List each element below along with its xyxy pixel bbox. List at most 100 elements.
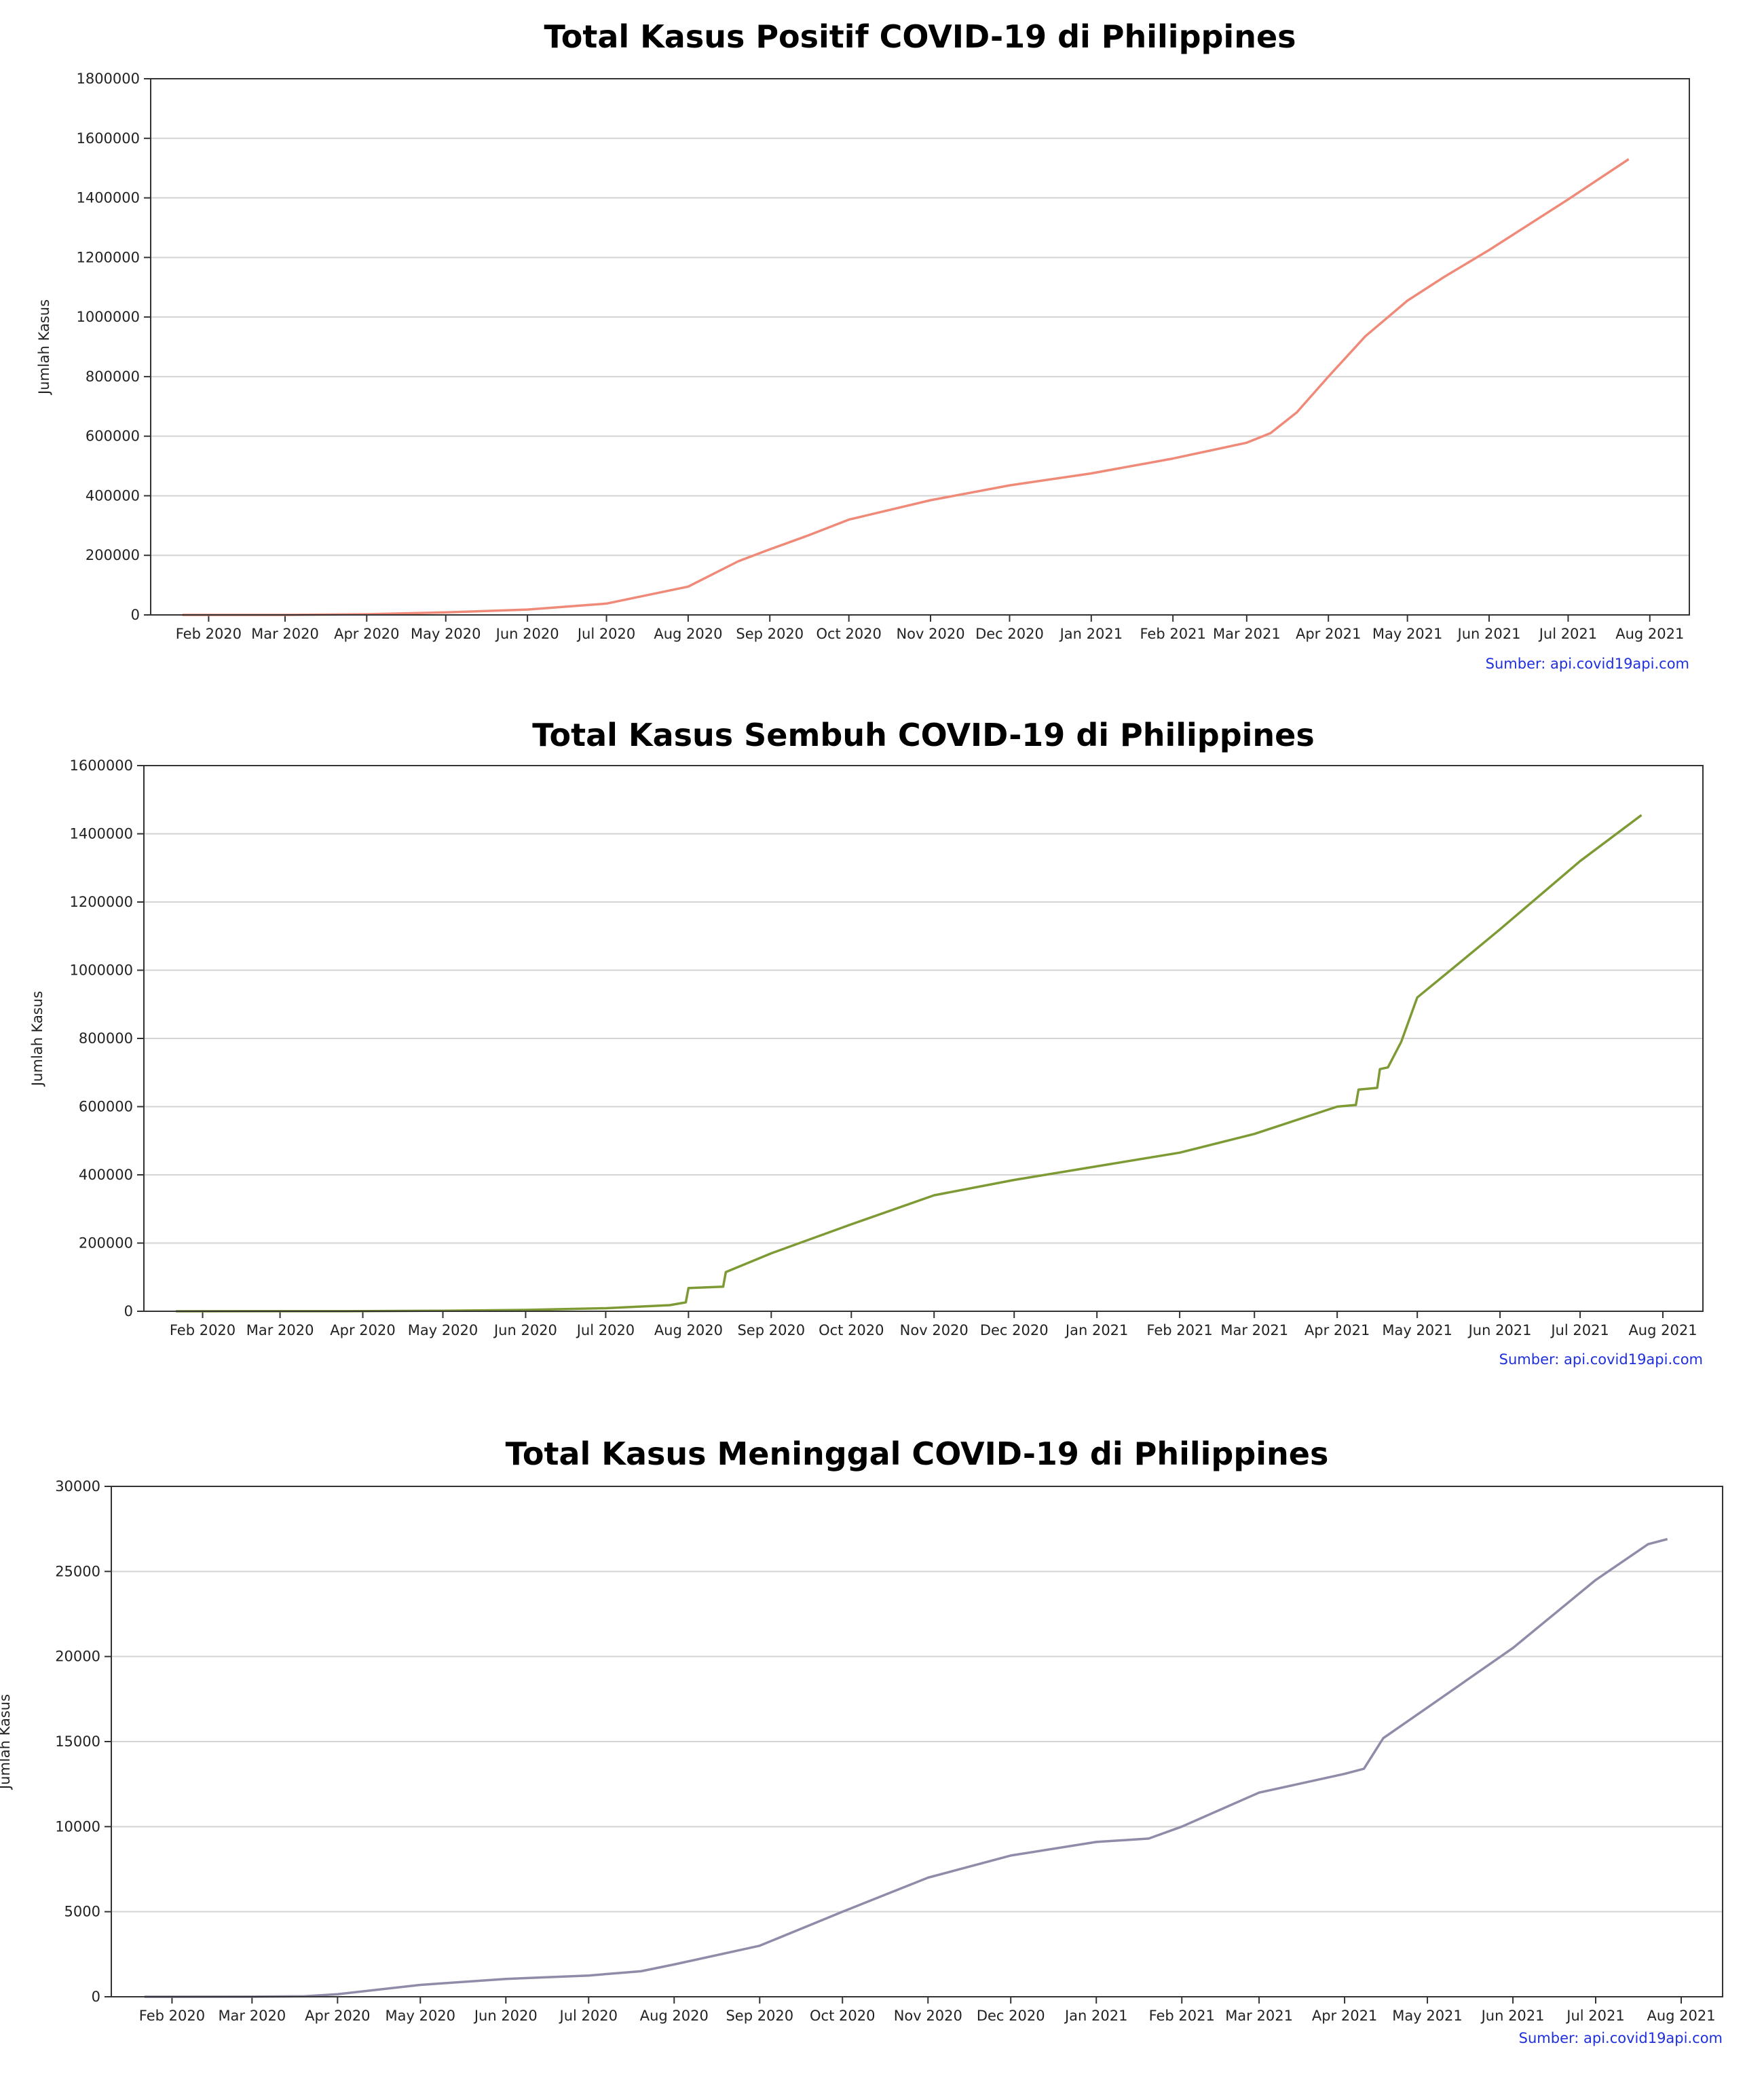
recovered-data-point xyxy=(1336,1106,1338,1108)
positive-x-tick-label: Jun 2020 xyxy=(495,626,559,642)
recovered-data-point xyxy=(1416,996,1419,999)
positive-data-point xyxy=(1443,276,1446,278)
recovered-plot-frame xyxy=(143,765,1704,1312)
recovered-data-point xyxy=(687,1287,690,1290)
positive-data-point xyxy=(1406,299,1409,302)
deaths-data-point xyxy=(1647,1543,1649,1545)
recovered-x-tick-label: May 2021 xyxy=(1382,1322,1452,1338)
positive-y-tick-label: 1200000 xyxy=(76,249,140,265)
recovered-data-point xyxy=(1387,1066,1389,1069)
chart-positive-svg: Total Kasus Positif COVID-19 di Philippi… xyxy=(36,18,1690,672)
positive-data-point xyxy=(1566,198,1569,201)
positive-x-tick-label: Aug 2021 xyxy=(1615,626,1684,642)
chart-deaths: Total Kasus Meninggal COVID-19 di Philip… xyxy=(0,1378,1764,2085)
deaths-data-point xyxy=(1382,1737,1385,1740)
recovered-data-point xyxy=(770,1252,772,1255)
recovered-data-point xyxy=(1253,1133,1256,1135)
recovered-y-tick-label: 800000 xyxy=(79,1030,133,1047)
recovered-x-tick-label: Jun 2020 xyxy=(493,1322,557,1338)
recovered-y-tick-label: 0 xyxy=(124,1303,133,1319)
recovered-y-tick-label: 1200000 xyxy=(69,894,133,910)
positive-x-tick-label: Feb 2020 xyxy=(176,626,242,642)
chart-positive: Total Kasus Positif COVID-19 di Philippi… xyxy=(0,0,1764,685)
positive-data-point xyxy=(1171,457,1174,460)
positive-x-tick-label: Feb 2021 xyxy=(1140,626,1206,642)
positive-data-point xyxy=(445,611,447,614)
deaths-data-point xyxy=(1666,1538,1669,1541)
positive-data-point xyxy=(1008,484,1011,487)
deaths-x-tick-label: May 2021 xyxy=(1392,2008,1463,2024)
deaths-data-point xyxy=(336,1993,339,1995)
recovered-data-point xyxy=(1640,814,1643,816)
recovered-x-tick-label: Aug 2020 xyxy=(654,1322,723,1338)
recovered-data-point xyxy=(1357,1088,1360,1091)
positive-y-tick-label: 600000 xyxy=(86,428,140,445)
recovered-x-tick-label: May 2020 xyxy=(408,1322,478,1338)
recovered-data-point xyxy=(1355,1104,1357,1106)
positive-data-point xyxy=(848,519,850,521)
positive-data-point xyxy=(737,560,740,563)
positive-x-tick-label: May 2020 xyxy=(411,626,481,642)
deaths-data-point xyxy=(926,1877,929,1879)
recovered-y-tick-label: 1400000 xyxy=(69,826,133,842)
recovered-data-point xyxy=(669,1304,671,1307)
recovered-data-point xyxy=(1178,1151,1181,1154)
recovered-data-point xyxy=(1499,928,1501,931)
recovered-data-point xyxy=(1378,1068,1381,1070)
deaths-x-tick-label: Sep 2020 xyxy=(726,2008,793,2024)
deaths-x-tick-label: Jan 2021 xyxy=(1064,2008,1128,2024)
chart-deaths-svg: Total Kasus Meninggal COVID-19 di Philip… xyxy=(0,1435,1723,2046)
recovered-data-point xyxy=(604,1307,607,1309)
deaths-data-point xyxy=(1009,1854,1012,1857)
recovered-y-tick-label: 600000 xyxy=(79,1099,133,1115)
deaths-x-tick-label: Aug 2020 xyxy=(640,2008,709,2024)
positive-data-point xyxy=(1090,472,1093,475)
deaths-x-tick-label: Jul 2020 xyxy=(559,2008,618,2024)
positive-data-point xyxy=(1327,375,1330,378)
positive-x-tick-label: Mar 2021 xyxy=(1213,626,1281,642)
deaths-source-note: Sumber: api.covid19api.com xyxy=(1519,2030,1723,2046)
positive-data-point xyxy=(1245,441,1248,444)
deaths-y-tick-label: 5000 xyxy=(64,1904,100,1920)
deaths-x-tick-label: Nov 2020 xyxy=(894,2008,962,2024)
positive-y-tick-label: 400000 xyxy=(86,487,140,504)
positive-data-point xyxy=(929,499,932,502)
recovered-x-tick-label: Feb 2020 xyxy=(170,1322,236,1338)
positive-chart-title: Total Kasus Positif COVID-19 di Philippi… xyxy=(544,18,1296,55)
recovered-y-tick-label: 1000000 xyxy=(69,962,133,979)
positive-x-tick-label: Dec 2020 xyxy=(975,626,1044,642)
recovered-data-point xyxy=(933,1194,935,1197)
positive-source-note: Sumber: api.covid19api.com xyxy=(1486,656,1689,672)
deaths-data-point xyxy=(1512,1647,1514,1649)
deaths-data-point xyxy=(1147,1837,1150,1840)
recovered-y-tick-label: 400000 xyxy=(79,1167,133,1183)
positive-data-point xyxy=(526,608,529,611)
positive-data-point xyxy=(1364,335,1367,338)
recovered-chart-title: Total Kasus Sembuh COVID-19 di Philippin… xyxy=(532,717,1315,753)
recovered-data-point xyxy=(1579,860,1581,863)
recovered-x-tick-label: Dec 2020 xyxy=(980,1322,1049,1338)
deaths-data-point xyxy=(1258,1791,1260,1794)
deaths-x-tick-label: Feb 2021 xyxy=(1149,2008,1215,2024)
recovered-y-tick-label: 200000 xyxy=(79,1235,133,1252)
positive-x-tick-label: May 2021 xyxy=(1372,626,1443,642)
deaths-x-tick-label: Aug 2021 xyxy=(1647,2008,1715,2024)
deaths-data-point xyxy=(673,1963,675,1966)
deaths-data-point xyxy=(1426,1706,1429,1709)
deaths-data-point xyxy=(1343,1773,1346,1776)
positive-x-tick-label: Nov 2020 xyxy=(896,626,964,642)
recovered-data-point xyxy=(1095,1165,1098,1167)
recovered-series-line xyxy=(176,814,1643,1313)
deaths-x-tick-label: Feb 2020 xyxy=(139,2008,205,2024)
positive-x-tick-label: Jul 2020 xyxy=(576,626,635,642)
recovered-x-tick-label: Mar 2020 xyxy=(246,1322,314,1338)
positive-data-point xyxy=(687,585,690,588)
positive-data-point xyxy=(1488,248,1490,251)
deaths-y-axis-label: Jumlah Kasus xyxy=(0,1694,13,1790)
deaths-y-tick-label: 15000 xyxy=(55,1733,100,1750)
positive-data-point xyxy=(1296,411,1298,414)
recovered-data-point xyxy=(684,1301,687,1304)
positive-data-point xyxy=(1628,158,1630,161)
chart-recovered-svg: Total Kasus Sembuh COVID-19 di Philippin… xyxy=(29,717,1704,1368)
deaths-data-point xyxy=(639,1970,642,1972)
